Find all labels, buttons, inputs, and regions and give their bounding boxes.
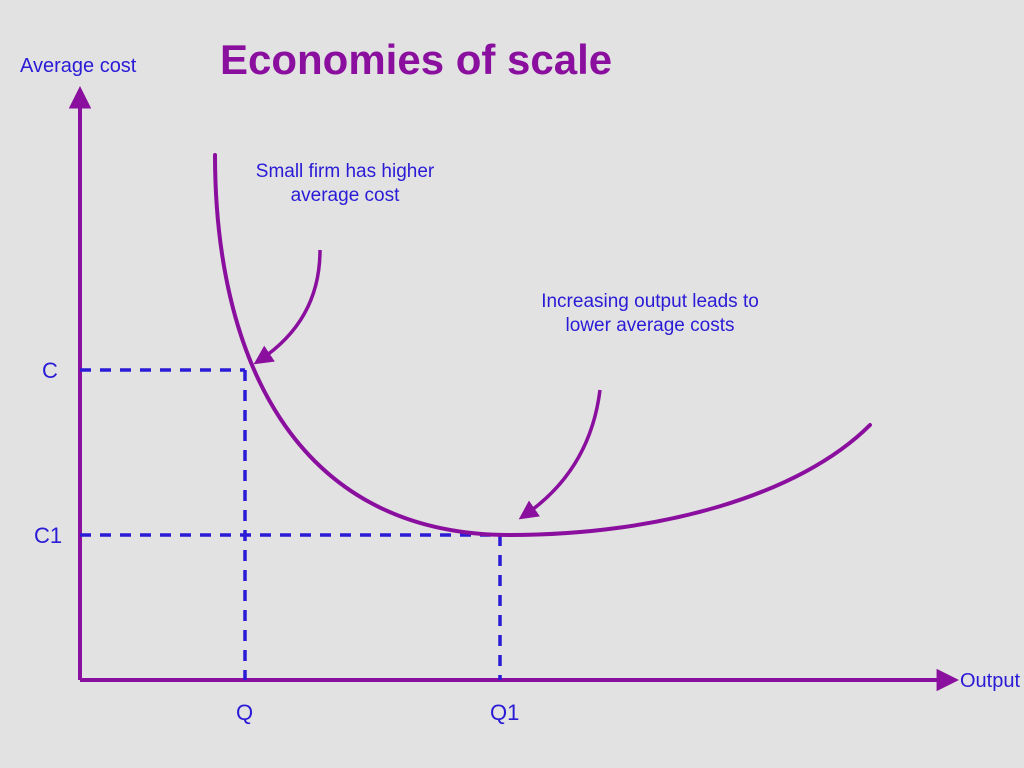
chart-svg [0,0,1024,768]
tick-label-C: C [42,358,58,384]
tick-label-C1: C1 [34,523,62,549]
average-cost-curve [215,155,870,535]
chart-canvas: Economies of scale Average cost Output C… [0,0,1024,768]
chart-title: Economies of scale [220,36,612,84]
annotation-arrow [260,250,320,360]
tick-label-Q: Q [236,700,253,726]
annotation-increasing-output: Increasing output leads to lower average… [540,290,760,338]
annotation-arrow [525,390,600,515]
x-axis-label: Output [960,670,1020,693]
annotation-small-firm: Small firm has higher average cost [250,160,440,208]
tick-label-Q1: Q1 [490,700,519,726]
y-axis-label: Average cost [20,55,136,78]
